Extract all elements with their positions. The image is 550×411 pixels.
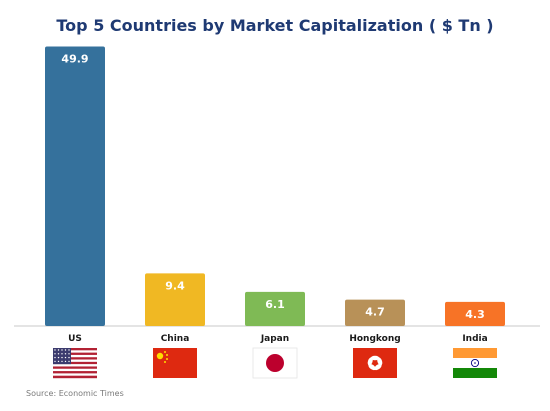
value-label-japan: 6.1 (265, 298, 285, 311)
india-flag-icon (453, 348, 497, 378)
category-label-china: China (161, 334, 190, 344)
value-label-us: 49.9 (61, 53, 88, 66)
bar-china (145, 273, 205, 326)
bar-india (445, 301, 505, 326)
chart-title: Top 5 Countries by Market Capitalization… (56, 16, 494, 35)
value-label-hongkong: 4.7 (365, 306, 385, 319)
china-flag-icon (153, 348, 197, 378)
japan-flag-icon (252, 347, 298, 379)
labels-group: 49.9 US 9.4 China 6.1 Japan 4.7 Hongkong 4.3 Indi… (61, 53, 487, 344)
flags-group (53, 347, 497, 379)
bar-hongkong (345, 299, 405, 326)
us-flag-icon (53, 348, 97, 379)
source-note: Source: Economic Times (26, 389, 124, 398)
category-label-india: India (462, 334, 487, 344)
hongkong-flag-icon (353, 348, 397, 378)
bar-japan (245, 291, 305, 326)
value-label-india: 4.3 (465, 308, 485, 321)
bars-group (45, 46, 505, 327)
bar-us (45, 46, 105, 327)
category-label-japan: Japan (260, 334, 289, 344)
category-label-us: US (68, 334, 82, 344)
category-label-hongkong: Hongkong (349, 334, 400, 344)
value-label-china: 9.4 (165, 279, 185, 292)
